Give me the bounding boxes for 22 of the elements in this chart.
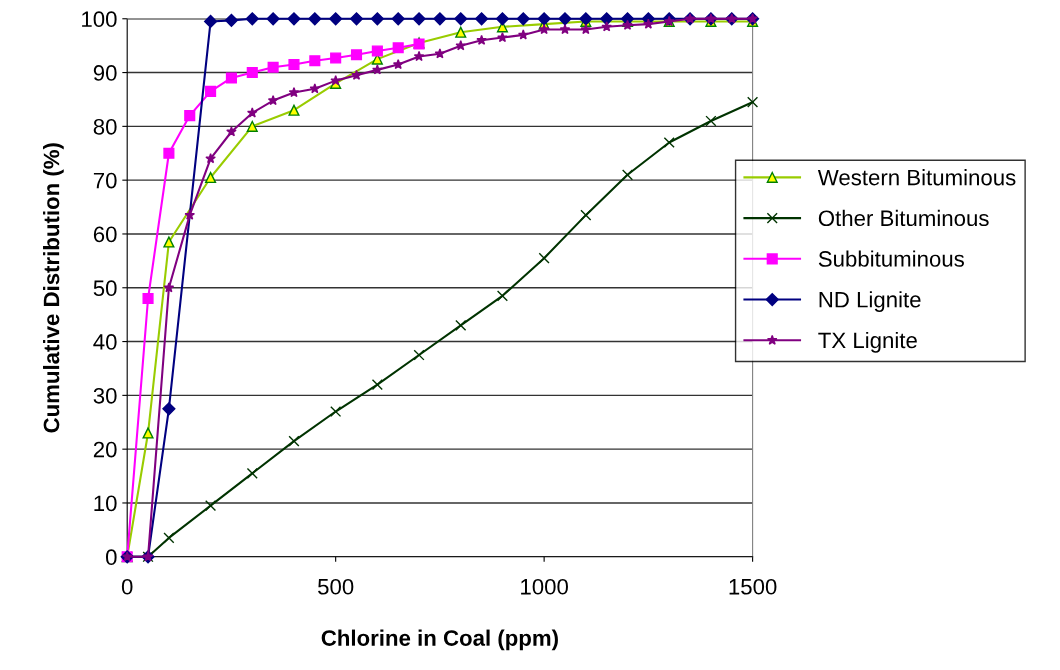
y-tick-label: 10 xyxy=(94,495,117,512)
y-tick-label: 60 xyxy=(93,226,117,243)
y-tick-label: 80 xyxy=(93,118,117,135)
x-tick-label: 0 xyxy=(121,578,133,595)
y-tick-label: 20 xyxy=(93,441,117,458)
legend-label: Subbituminous xyxy=(818,250,964,267)
legend-label: TX Lignite xyxy=(818,331,917,353)
y-tick-label: 90 xyxy=(93,65,117,81)
x-tick-label: 1000 xyxy=(521,578,568,595)
legend-label: ND Lignite xyxy=(819,291,921,312)
y-tick-label: 40 xyxy=(93,334,117,350)
x-tick-label: 1500 xyxy=(729,578,777,595)
x-axis-title: Chlorine in Coal (ppm) xyxy=(321,629,558,651)
y-tick-label: 50 xyxy=(93,280,117,297)
y-tick-label: 30 xyxy=(93,387,117,404)
y-axis-title: Cumulative Distribution (%) xyxy=(43,143,64,433)
y-tick-label: 100 xyxy=(82,11,117,28)
y-tick-label: 0 xyxy=(105,549,117,566)
legend-label: Western Bituminous xyxy=(817,169,1016,186)
y-tick-label: 70 xyxy=(93,172,117,189)
legend-label: Other Bituminous xyxy=(818,209,989,227)
x-tick-label: 500 xyxy=(318,578,354,595)
